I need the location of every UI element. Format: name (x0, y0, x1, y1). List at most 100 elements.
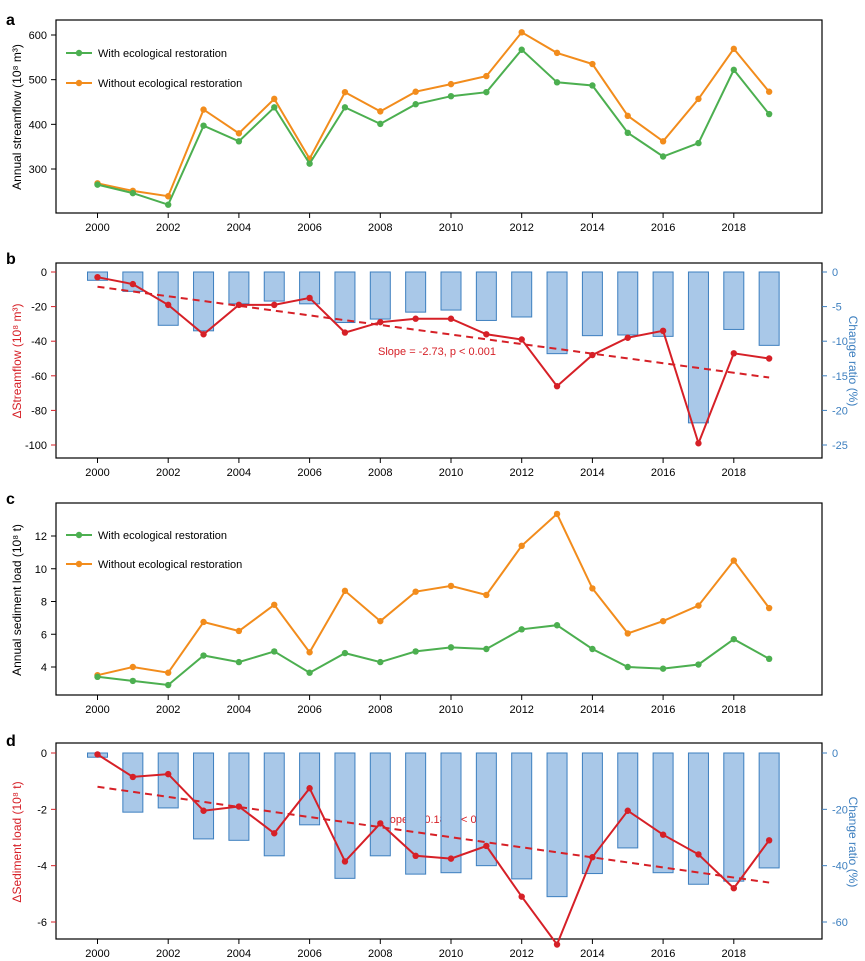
panel-b-delta-point (129, 280, 137, 288)
panel-b-ytick-label: 0 (41, 267, 47, 279)
panel-d-ylabel-right: Change ratio (%) (846, 797, 860, 888)
panel-a-without-point (518, 29, 525, 36)
panel-a-xtick-label: 2002 (156, 222, 180, 234)
panel-a-xtick-label: 2012 (509, 222, 533, 234)
panel-b-xtick-label: 2012 (509, 467, 533, 479)
panel-a-without-point (165, 193, 172, 200)
panel-c-xtick-label: 2014 (580, 704, 604, 716)
panel-d-delta-point (165, 770, 172, 778)
panel-b-bar (440, 271, 462, 311)
panel-d-bar (369, 752, 391, 857)
panel-d-delta-point (518, 893, 525, 900)
panel-b-bar (263, 271, 285, 302)
panel-c-with-point (412, 648, 419, 655)
panel-d-xtick-label: 2004 (227, 948, 251, 960)
panel-b-delta-point (518, 336, 525, 343)
panel-a-xtick-label: 2006 (297, 222, 321, 234)
panel-c-without-point (765, 604, 773, 612)
panel-b-label: b (6, 251, 16, 268)
panel-d-ytick-right-label: -40 (832, 861, 848, 873)
panel-c-plot: 2000 2002 2004 2006 2008 2010 2012 2014 2016 2018… (35, 510, 773, 716)
panel-c-without-point (518, 542, 525, 550)
panel-c-xtick-label: 2010 (439, 704, 463, 716)
panel-d-bar (511, 752, 533, 880)
panel-d-bar (723, 752, 745, 882)
panel-c-without-line (97, 512, 770, 677)
panel-b-ytick-right-label: -25 (832, 440, 848, 452)
panel-b-ytick-right-label: -5 (832, 302, 842, 314)
panel-a-legend: With ecological restoration Without ecol… (66, 48, 242, 90)
panel-d-ytick-label: -2 (37, 804, 47, 816)
panel-b-ylabel-right: Change ratio (%) (846, 316, 860, 407)
panel-d-delta-point (589, 854, 596, 861)
panel-d-delta-point (94, 751, 101, 758)
panel-a-with-point (695, 139, 702, 147)
panel-d-bar (193, 752, 215, 840)
panel-a-legend-with: With ecological restoration (98, 48, 227, 60)
panel-c-xtick-label: 2016 (651, 704, 675, 716)
panel-b-delta-point (377, 318, 384, 326)
panel-a-xtick-label: 2014 (580, 222, 604, 234)
panel-c-without-point (412, 588, 419, 595)
panel-b-delta-point (165, 301, 172, 309)
panel-a-with-point (412, 101, 419, 108)
panel-d-bar (334, 752, 356, 879)
panel-a-with-point (235, 138, 243, 145)
panel-d-delta-point (235, 803, 243, 810)
panel-a-without-point (377, 108, 384, 115)
panel-c-without-point (695, 602, 702, 609)
panel-a-without-point (271, 95, 278, 103)
panel-d-delta-point (553, 941, 561, 948)
panel-d-delta-point (765, 837, 773, 844)
panel-b-slope-annotation: Slope = -2.73, p < 0.001 (378, 346, 496, 358)
panel-a-with-point (271, 104, 278, 111)
panel-a-without-point (659, 138, 667, 145)
panel-b-bar (228, 271, 250, 305)
panel-c-with-point (659, 665, 667, 672)
panel-a-without-point (624, 112, 631, 120)
panel-d-xtick-label: 2006 (297, 948, 321, 960)
panel-b-xtick-label: 2016 (651, 467, 675, 479)
panel-c-ytick-label: 4 (41, 662, 47, 674)
panel-d-ytick-right-label: -60 (832, 917, 848, 929)
panel-a-with-point (765, 110, 773, 118)
panel-c-without-point (447, 582, 455, 590)
panel-b-delta-point (341, 329, 349, 336)
panel-c-without-point (589, 585, 596, 592)
panel-b-delta-point (447, 315, 455, 322)
panel-c-ytick-label: 10 (35, 564, 47, 576)
panel-b-ytick-label: -40 (31, 336, 47, 348)
panel-a-xtick-label: 2018 (722, 222, 746, 234)
panel-c-without-point (306, 649, 313, 656)
panel-b-ylabel-left: ΔStreamflow (10⁸ m³) (10, 303, 24, 418)
panel-d-ytick-right-label: 0 (832, 748, 838, 760)
panel-b-xtick-label: 2008 (368, 467, 392, 479)
panel-b-bar (369, 271, 391, 320)
panel-c-with-point (129, 677, 137, 685)
panel-a-without-point (412, 88, 419, 95)
panel-d-bar (475, 752, 497, 867)
panel-b-delta-point (730, 350, 737, 357)
panel-b-bar (652, 271, 674, 337)
panel-c-legend-with: With ecological restoration (98, 530, 227, 542)
panel-d-delta-point (695, 851, 702, 858)
panel-b-bar (475, 271, 497, 321)
panel-a-with-point (129, 189, 137, 197)
panel-c-without-point (624, 630, 631, 637)
panel-b-xtick-label: 2000 (85, 467, 109, 479)
panel-c-without-point (553, 510, 561, 518)
panel-c-with-point (94, 673, 101, 681)
panel-c-legend: With ecological restoration Without ecol… (66, 530, 242, 571)
panel-b-delta-point (306, 294, 313, 302)
panel-a-with-point (94, 181, 101, 188)
panel-b-ytick-right-label: 0 (832, 267, 838, 279)
panel-a-ytick-label: 300 (29, 164, 47, 176)
panel-b-bar (581, 271, 603, 337)
panel-a-xtick-label: 2004 (227, 222, 251, 234)
panel-b-delta-point (695, 440, 702, 447)
panel-d-delta-point (200, 807, 207, 814)
panel-c-xtick-label: 2018 (722, 704, 746, 716)
panel-d-delta-point (129, 773, 137, 781)
panel-b-delta-point (235, 301, 243, 309)
panel-b-frame (55, 262, 823, 459)
